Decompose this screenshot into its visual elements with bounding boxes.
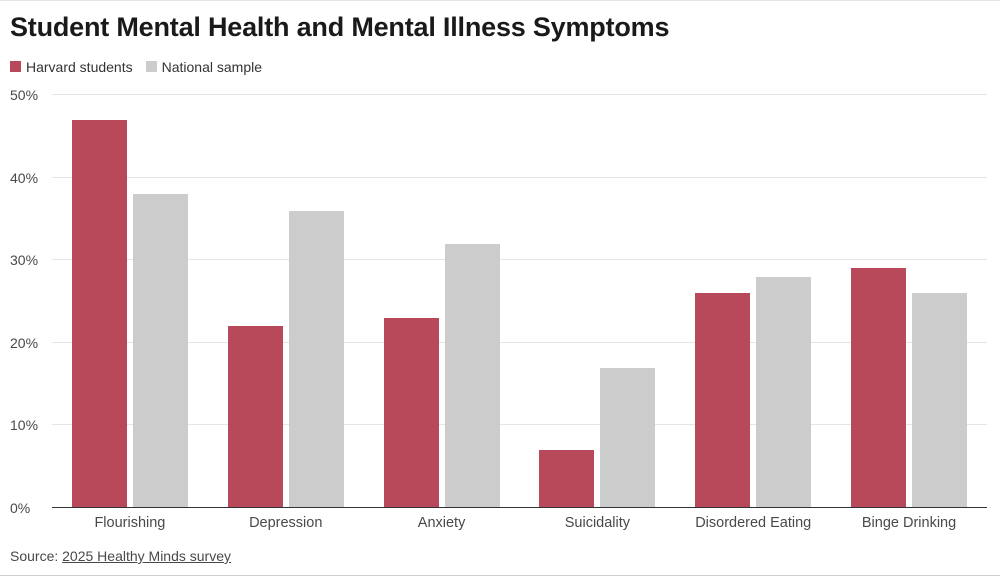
bar-national-sample-flourishing xyxy=(132,194,188,508)
gridline-30 xyxy=(52,259,987,261)
x-axis-label-flourishing: Flourishing xyxy=(94,515,166,531)
plot-area xyxy=(52,94,987,508)
y-axis-tick-30: 30% xyxy=(10,252,39,269)
bar-harvard-students-anxiety xyxy=(383,318,439,508)
bar-harvard-students-suicidality xyxy=(539,450,595,508)
y-axis-tick-20: 20% xyxy=(10,334,39,351)
x-axis-labels: Flourishing Depression Anxiety Suicidality D… xyxy=(52,515,987,531)
x-axis-label-anxiety: Anxiety xyxy=(417,515,466,531)
bar-group-depression xyxy=(208,95,364,508)
source-link[interactable]: 2025 Healthy Minds survey xyxy=(62,548,232,564)
bar-group-binge-drinking xyxy=(831,95,987,508)
y-axis-tick-10: 10% xyxy=(10,417,39,434)
legend-item-national-sample: National sample xyxy=(145,58,262,75)
gridline-50 xyxy=(52,94,987,95)
bar-group-anxiety xyxy=(364,95,520,508)
bar-national-sample-suicidality xyxy=(600,367,656,508)
x-axis-label-depression: Depression xyxy=(249,515,323,531)
y-axis-tick-40: 40% xyxy=(10,169,39,186)
chart-title: Student Mental Health and Mental Illness… xyxy=(10,12,670,42)
legend-item-harvard-students: Harvard students xyxy=(10,59,133,75)
gridline-10 xyxy=(52,424,987,426)
bar-group-flourishing xyxy=(52,95,208,508)
gridline-0 xyxy=(52,507,987,508)
bar-national-sample-anxiety xyxy=(444,243,500,508)
chart: 0% 10% 20% 30% 40% 50% xyxy=(10,88,987,515)
bar-group-suicidality xyxy=(519,95,675,508)
bar-group-disordered-eating xyxy=(675,95,831,508)
gridline-40 xyxy=(52,176,987,178)
y-axis-tick-0: 0% xyxy=(10,500,31,516)
legend-swatch-national-sample xyxy=(145,61,157,72)
x-axis-label-disordered-eating: Disordered Eating xyxy=(695,515,812,531)
bar-harvard-students-binge-drinking xyxy=(851,268,907,508)
bar-national-sample-depression xyxy=(288,210,344,508)
bar-harvard-students-depression xyxy=(227,326,283,508)
bar-harvard-students-disordered-eating xyxy=(695,293,751,508)
source-line: Source: 2025 Healthy Minds survey xyxy=(10,548,987,564)
x-axis-label-binge-drinking: Binge Drinking xyxy=(861,515,957,531)
bar-groups xyxy=(52,95,987,508)
bar-national-sample-disordered-eating xyxy=(756,276,812,508)
source-prefix: Source: xyxy=(10,548,59,564)
legend-swatch-harvard-students xyxy=(10,61,21,72)
bar-harvard-students-flourishing xyxy=(71,119,127,508)
bar-national-sample-binge-drinking xyxy=(912,293,968,508)
gridline-20 xyxy=(52,341,987,343)
legend: Harvard students National sample xyxy=(10,58,987,75)
x-axis-label-suicidality: Suicidality xyxy=(564,515,631,531)
legend-label-harvard-students: Harvard students xyxy=(26,58,133,75)
legend-label-national-sample: National sample xyxy=(161,58,262,75)
y-axis-tick-50: 50% xyxy=(10,87,39,103)
